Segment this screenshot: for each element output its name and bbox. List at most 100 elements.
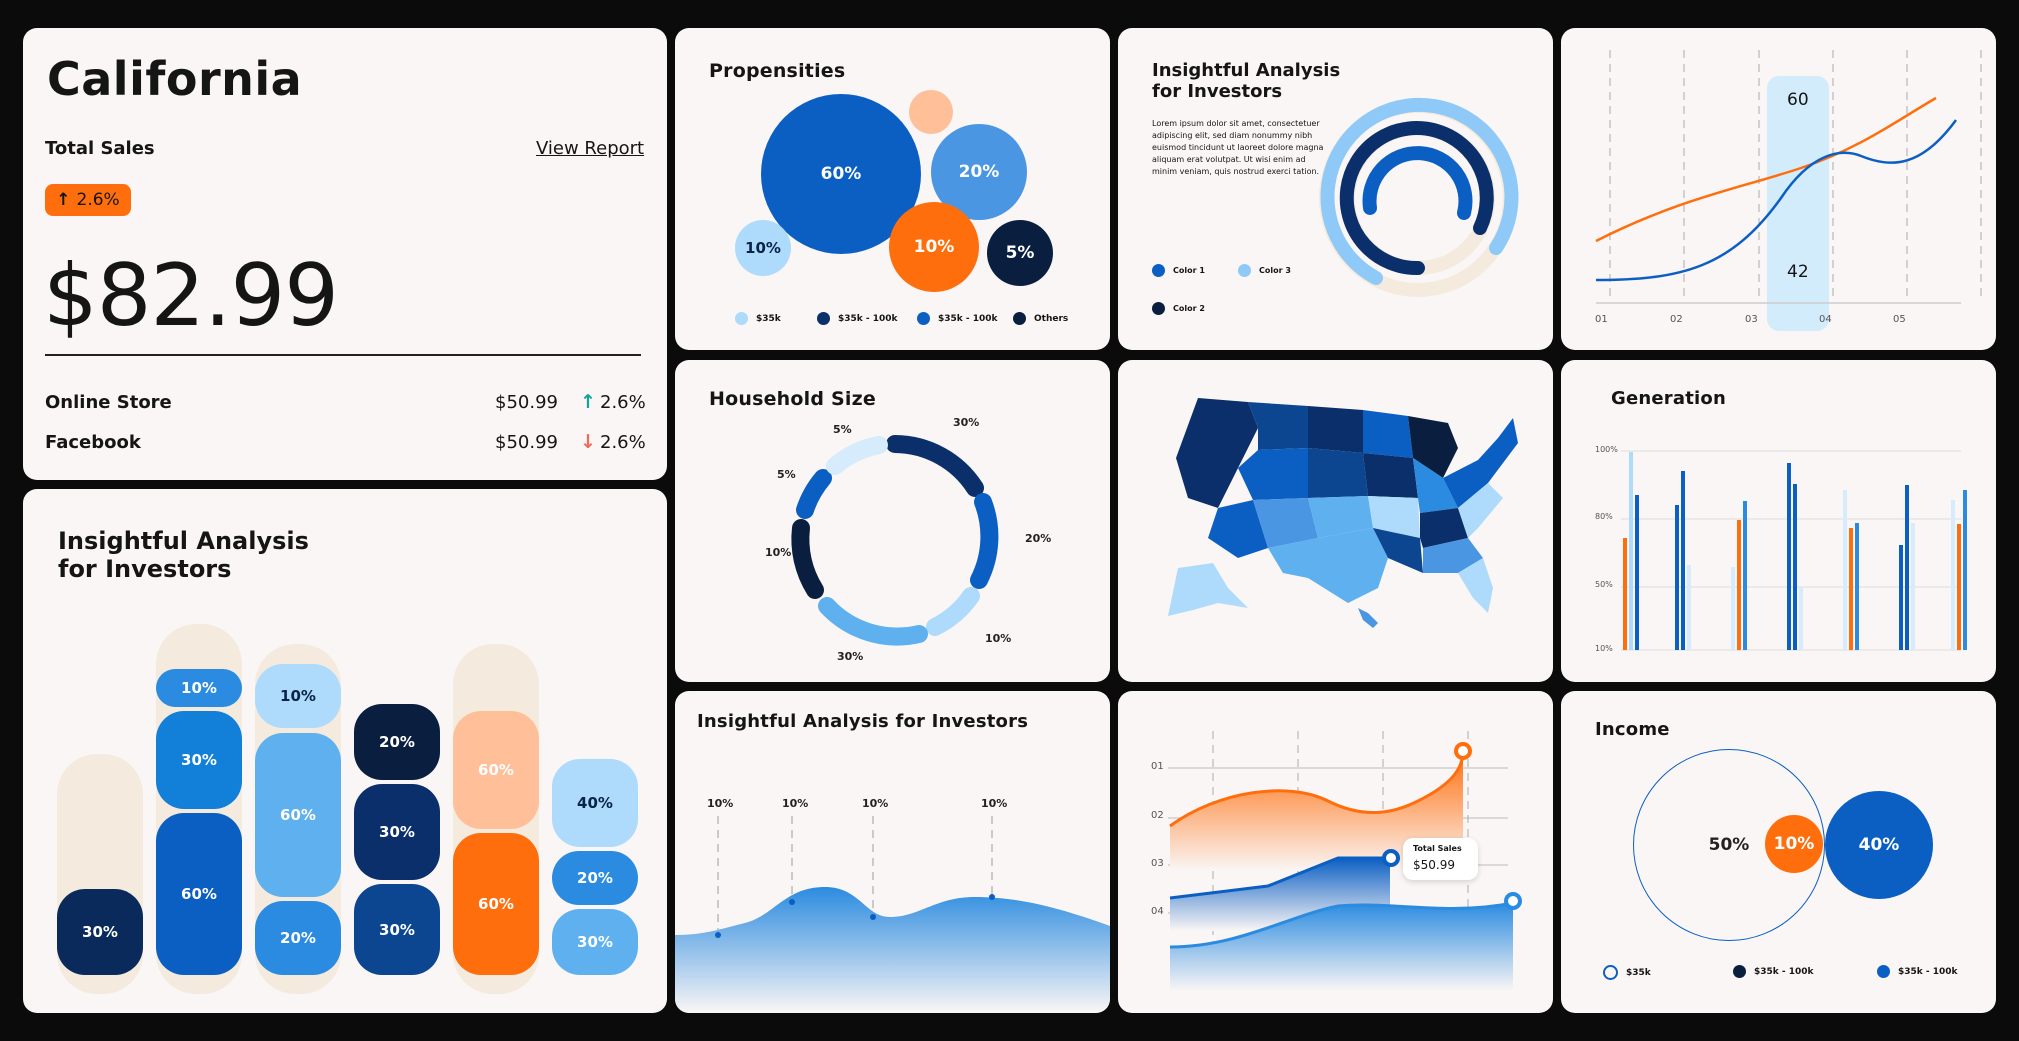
donut-label: 30% — [953, 416, 980, 429]
pill-segment: 30% — [57, 889, 143, 975]
propensities-title: Propensities — [709, 60, 846, 82]
legend-item: $35k - 100k — [1877, 965, 1958, 978]
line-chart — [1595, 50, 1982, 331]
legend-dot — [1013, 312, 1026, 325]
legend-item: $35k - 100k — [1733, 965, 1814, 978]
y-tick: 80% — [1595, 512, 1613, 521]
legend-label: Color 2 — [1173, 304, 1205, 313]
tooltip-label: Total Sales — [1413, 844, 1462, 853]
legend-dot — [917, 312, 930, 325]
legend-dot — [1733, 965, 1746, 978]
row-label: Facebook — [45, 432, 141, 453]
pill-segment: 10% — [156, 669, 242, 707]
row-value: $50.99 — [495, 392, 558, 413]
area-label: 10% — [981, 797, 1008, 810]
area-chart — [675, 816, 1110, 1013]
pill-segment: 60% — [453, 833, 539, 975]
generation-card: Generation 100% 80% 50% 10% — [1561, 360, 1996, 682]
row-value: $50.99 — [495, 432, 558, 453]
total-amount: $82.99 — [43, 246, 339, 346]
view-report-link[interactable]: View Report — [536, 138, 645, 159]
bubble-5: 5% — [987, 220, 1053, 286]
bubble-10-orange: 10% — [889, 202, 979, 292]
legend-dot — [1238, 264, 1251, 277]
x-tick: 05 — [1893, 314, 1906, 325]
tooltip-value: $50.99 — [1413, 858, 1455, 872]
map-card — [1118, 360, 1553, 682]
legend-label: $35k - 100k — [1754, 966, 1814, 977]
row-label: Online Store — [45, 392, 172, 413]
legend-item: $35k — [1603, 965, 1651, 980]
total-sales-label: Total Sales — [45, 138, 155, 159]
arrow-down-icon: ↓ — [580, 431, 596, 453]
row-delta: 2.6% — [600, 432, 646, 453]
bubble-10: 10% — [1765, 815, 1823, 873]
pill-segment: 60% — [156, 813, 242, 975]
line-card: 60 42 01 02 03 04 05 — [1561, 28, 1996, 350]
y-tick: 03 — [1151, 858, 1164, 869]
legend-item: Color 1 — [1152, 264, 1205, 277]
y-tick: 50% — [1595, 580, 1613, 589]
legend-dot — [1152, 302, 1165, 315]
x-tick: 03 — [1745, 314, 1758, 325]
area-label: 10% — [782, 797, 809, 810]
y-tick: 02 — [1151, 810, 1164, 821]
arrow-up-icon: ↑ — [580, 391, 596, 413]
pill-segment: 20% — [354, 704, 440, 780]
legend-label: $35k — [1626, 967, 1651, 978]
area-label: 10% — [707, 797, 734, 810]
bubble-40: 40% — [1825, 791, 1933, 899]
legend-item: $35k — [735, 312, 781, 325]
donut-label: 30% — [837, 650, 864, 663]
legend-item: Color 2 — [1152, 302, 1205, 315]
donut-label: 10% — [765, 546, 792, 559]
sales-card: California Total Sales View Report ↑ 2.6… — [23, 28, 667, 480]
pill-segment: 60% — [453, 711, 539, 829]
row-online-store: Online Store $50.99 ↑ 2.6% — [45, 391, 646, 418]
legend-label: $35k - 100k — [938, 313, 998, 324]
legend-dot — [1603, 965, 1618, 980]
state-title: California — [47, 52, 303, 106]
donut-label: 10% — [985, 632, 1012, 645]
legend-item: $35k - 100k — [817, 312, 898, 325]
area-label: 10% — [862, 797, 889, 810]
x-tick: 02 — [1670, 314, 1683, 325]
legend-item: Color 3 — [1238, 264, 1291, 277]
us-map — [1168, 398, 1518, 628]
row-delta: 2.6% — [600, 392, 646, 413]
legend-label: $35k — [756, 313, 781, 324]
orange-area-card: 01 02 03 04 Total Sales $50.99 — [1118, 691, 1553, 1013]
legend-item: $35k - 100k — [917, 312, 998, 325]
legend-item: Others — [1013, 312, 1068, 325]
income-card: Income 50% 10% 40% $35k $35k - 100k $35k… — [1561, 691, 1996, 1013]
generation-bars — [1621, 450, 1967, 651]
legend-dot — [735, 312, 748, 325]
divider — [45, 354, 641, 356]
rings-body: Lorem ipsum dolor sit amet, consectetuer… — [1152, 119, 1324, 176]
rings-card: Insightful Analysis for Investors Lorem … — [1118, 28, 1553, 350]
donut-label: 5% — [777, 468, 796, 481]
pill-segment: 20% — [552, 851, 638, 905]
household-donut — [791, 435, 999, 646]
marker-top-label: 60 — [1787, 90, 1809, 110]
pill-segment: 60% — [255, 733, 341, 897]
propensities-card: Propensities 60% 20% 10% 10% 5% $35k $35… — [675, 28, 1110, 350]
generation-title: Generation — [1611, 388, 1726, 409]
rings-title-line1: Insightful Analysis — [1152, 60, 1341, 81]
pill-segment: 10% — [255, 664, 341, 728]
y-tick: 04 — [1151, 906, 1164, 917]
legend-label: Others — [1034, 313, 1069, 324]
x-tick: 04 — [1819, 314, 1832, 325]
household-card: Household Size 5% 30% 5% 20% 10% 10% 30% — [675, 360, 1110, 682]
legend-label: $35k - 100k — [1898, 966, 1958, 977]
legend-dot — [1877, 965, 1890, 978]
legend-dot — [817, 312, 830, 325]
rings-title-line2: for Investors — [1152, 81, 1283, 102]
pill-segment: 30% — [156, 711, 242, 809]
pill-segment: 20% — [255, 901, 341, 975]
y-tick: 10% — [1595, 644, 1613, 653]
donut-label: 5% — [833, 423, 852, 436]
household-title: Household Size — [709, 388, 876, 410]
marker-bottom-label: 42 — [1787, 262, 1809, 282]
rings-chart — [1319, 97, 1519, 297]
